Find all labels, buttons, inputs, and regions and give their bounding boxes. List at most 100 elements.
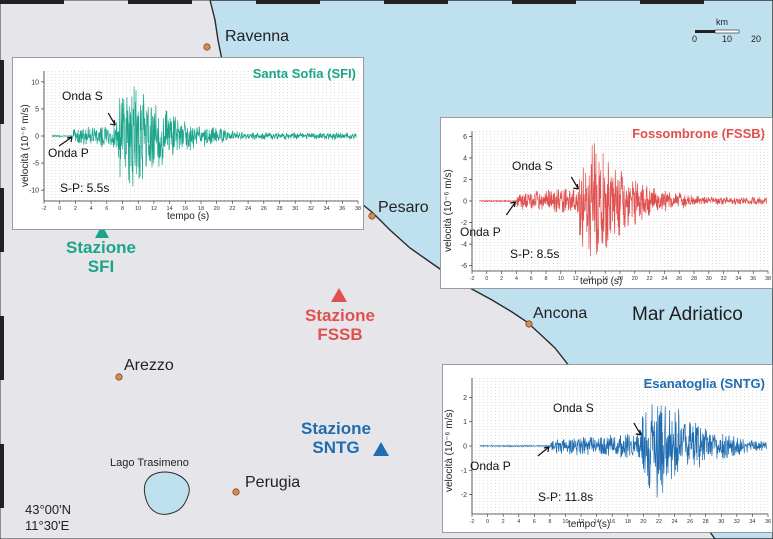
x-tick-label: 4 [515, 276, 518, 282]
city-label-ravenna: Ravenna [225, 28, 290, 45]
sea-label: Mar Adriatico [632, 304, 743, 325]
station-marker-sntg [373, 442, 389, 456]
x-tick-label: 38 [355, 206, 361, 212]
s-wave-arrow [633, 422, 642, 436]
y-tick-label: 4 [463, 155, 467, 162]
s-wave-arrowhead [635, 429, 642, 436]
x-tick-label: 28 [691, 276, 697, 282]
x-tick-label: 26 [676, 276, 682, 282]
y-tick-label: 0 [35, 134, 39, 141]
x-tick-label: -2 [42, 206, 47, 212]
x-tick-label: 36 [339, 206, 345, 212]
s-wave-label: Onda S [512, 159, 553, 173]
y-tick-label: -2 [461, 220, 467, 227]
x-tick-label: 22 [647, 276, 653, 282]
x-axis-label: tempo (s) [568, 519, 611, 530]
city-dot-pesaro [368, 212, 376, 220]
s-wave-arrowhead [573, 183, 579, 190]
x-axis-label: tempo (s) [167, 211, 210, 222]
x-tick-label: 6 [533, 519, 536, 525]
station-marker-sfi [95, 225, 109, 238]
p-wave-arrow [505, 201, 516, 216]
y-axis-label: velocità (10⁻⁶ m/s) [443, 169, 454, 252]
y-tick-label: 6 [463, 134, 467, 141]
y-tick-label: 0 [463, 444, 467, 451]
x-tick-label: 12 [578, 519, 584, 525]
x-tick-label: 18 [198, 206, 204, 212]
chart-title: Santa Sofia (SFI) [252, 66, 356, 81]
y-tick-label: 10 [31, 79, 39, 86]
station-marker-fssb [331, 288, 347, 302]
x-tick-label: 28 [276, 206, 282, 212]
station-label-word: Stazione [301, 419, 371, 438]
x-tick-label: 16 [602, 276, 608, 282]
y-tick-label: -2 [461, 492, 467, 499]
x-tick-label: 0 [58, 206, 61, 212]
x-tick-label: 2 [502, 519, 505, 525]
x-tick-label: 14 [167, 206, 173, 212]
waveform-line [51, 86, 357, 187]
scale-tick-0: 0 [692, 34, 698, 44]
y-tick-label: 1 [463, 419, 467, 426]
y-tick-label: 0 [463, 199, 467, 206]
x-tick-label: 32 [721, 276, 727, 282]
p-wave-label: Onda P [48, 146, 89, 160]
x-tick-label: 36 [765, 519, 771, 525]
p-wave-arrow [58, 136, 73, 147]
station-label-code: FSSB [317, 325, 363, 344]
sp-label: S-P: 5.5s [60, 181, 110, 195]
y-tick-label: -4 [461, 242, 467, 249]
p-wave-arrow [537, 446, 550, 457]
y-tick-label: 2 [463, 395, 467, 402]
city-label-perugia: Perugia [245, 474, 301, 491]
x-tick-label: 22 [229, 206, 235, 212]
y-tick-label: -6 [461, 263, 467, 270]
x-tick-label: 0 [485, 276, 488, 282]
s-wave-arrow [107, 112, 116, 126]
city-dot-ancona [525, 320, 533, 328]
lake-label: Lago Trasimeno [110, 457, 189, 469]
scale-bar [695, 29, 740, 34]
x-tick-label: 18 [617, 276, 623, 282]
city-label-pesaro: Pesaro [378, 199, 429, 216]
x-tick-label: -2 [470, 276, 475, 282]
x-tick-label: 14 [594, 519, 600, 525]
x-axis-label: tempo (s) [580, 276, 623, 287]
chart-title: Fossombrone (FSSB) [632, 126, 765, 141]
x-tick-label: 36 [750, 276, 756, 282]
x-tick-label: 10 [562, 519, 568, 525]
waveform-line [479, 143, 767, 257]
s-wave-label: Onda S [62, 89, 103, 103]
x-tick-label: 2 [500, 276, 503, 282]
seismogram-panel-fssb: 6 4 2 0 -2 -4 -6 -2 0 2 4 6 8 10 12 14 16 18 20 22 24 26 28 30 3… [440, 117, 773, 289]
y-axis-label: velocità (10⁻⁶ m/s) [20, 104, 31, 187]
s-wave-arrowhead [110, 119, 116, 126]
x-tick-label: 20 [214, 206, 220, 212]
y-tick-label: 2 [463, 177, 467, 184]
scale-tick-20: 20 [751, 34, 762, 44]
station-label-word: Stazione [305, 306, 375, 325]
s-wave-label: Onda S [553, 401, 594, 415]
x-tick-label: 2 [74, 206, 77, 212]
x-tick-label: 12 [151, 206, 157, 212]
scale-tick-10: 10 [722, 34, 733, 44]
x-tick-label: 38 [765, 276, 771, 282]
x-tick-label: 34 [749, 519, 755, 525]
coord-lat: 43°00'N [25, 502, 71, 517]
x-tick-label: 6 [530, 276, 533, 282]
x-tick-label: 34 [735, 276, 741, 282]
x-tick-label: 30 [706, 276, 712, 282]
x-tick-label: 4 [90, 206, 93, 212]
x-tick-label: 10 [135, 206, 141, 212]
city-dot-perugia [232, 488, 240, 496]
city-dot-arezzo [115, 373, 123, 381]
x-tick-label: 24 [661, 276, 667, 282]
x-tick-label: 4 [517, 519, 520, 525]
y-tick-label: 5 [35, 106, 39, 113]
x-tick-label: 20 [640, 519, 646, 525]
coord-lon: 11°30'E [25, 518, 70, 533]
station-label-sfi: Stazione SFI [55, 238, 147, 276]
city-dot-ravenna [203, 43, 211, 51]
